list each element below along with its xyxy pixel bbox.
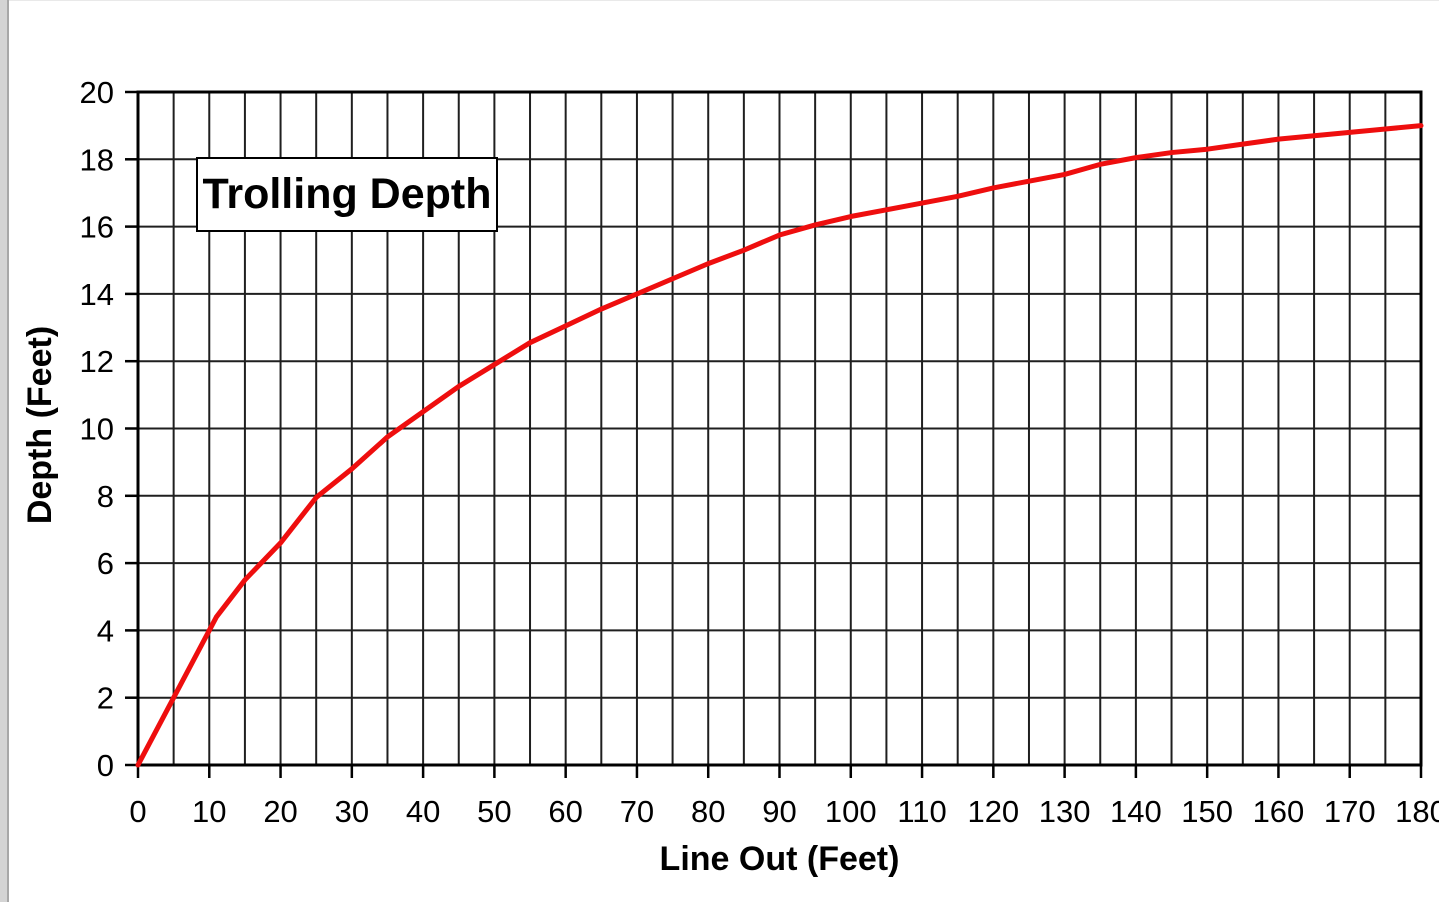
y-tick-label: 8: [97, 479, 114, 514]
x-tick-label: 110: [897, 794, 946, 829]
x-tick-label: 90: [762, 794, 796, 829]
x-tick-label: 10: [192, 794, 226, 829]
x-axis-title: Line Out (Feet): [659, 840, 900, 878]
y-tick-label: 16: [80, 210, 114, 245]
x-tick-label: 140: [1110, 794, 1162, 829]
trolling-depth-curve: [135, 123, 1424, 768]
y-tick-label: 18: [80, 142, 114, 177]
x-tick-label: 160: [1253, 794, 1305, 829]
chart-title: Trolling Depth: [202, 170, 492, 218]
y-tick-label: 12: [80, 344, 114, 379]
y-tick-label: 14: [80, 277, 114, 312]
x-tick-label: 70: [620, 794, 654, 829]
y-tick-label: 6: [97, 546, 114, 581]
x-tick-label: 120: [967, 794, 1019, 829]
x-tick-label: 20: [263, 794, 297, 829]
x-tick-label: 80: [691, 794, 725, 829]
y-tick-label: 2: [97, 681, 114, 716]
x-tick-label: 180: [1395, 794, 1439, 829]
y-tick-label: 0: [97, 748, 114, 783]
x-tick-label: 50: [477, 794, 511, 829]
x-tick-label: 60: [548, 794, 582, 829]
page-top-edge: [0, 0, 1439, 1]
y-tick-label: 10: [80, 412, 114, 447]
y-tick-label: 20: [80, 75, 114, 110]
x-tick-label: 0: [129, 794, 146, 829]
x-tick-label: 100: [825, 794, 877, 829]
y-tick-label: 4: [97, 613, 114, 648]
x-tick-label: 170: [1324, 794, 1376, 829]
x-tick-label: 150: [1181, 794, 1233, 829]
chart-title-box: Trolling Depth: [196, 157, 498, 232]
x-tick-label: 30: [335, 794, 369, 829]
page-left-edge: [0, 0, 9, 902]
x-tick-label: 40: [406, 794, 440, 829]
y-axis-title: Depth (Feet): [21, 325, 59, 525]
x-tick-label: 130: [1039, 794, 1091, 829]
